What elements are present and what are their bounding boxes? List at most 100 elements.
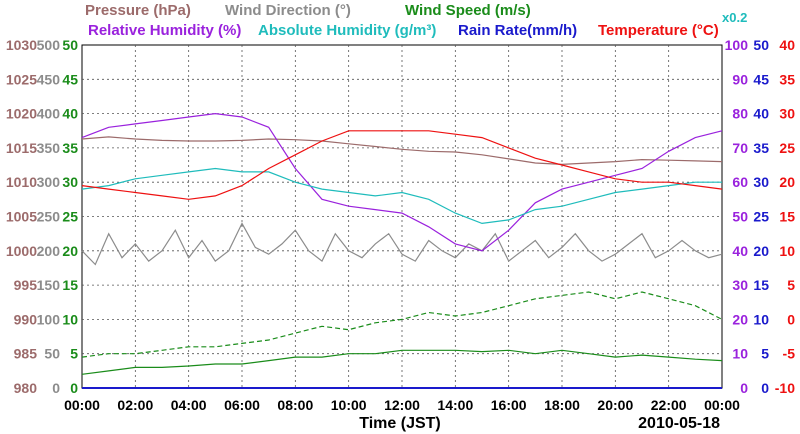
- humidity-tick-label: 80: [732, 106, 748, 122]
- series-pressure-hpa: [81, 136, 723, 166]
- wind-dir-tick-label: 250: [37, 209, 61, 225]
- wind-dir-tick-label: 0: [52, 380, 60, 396]
- x-tick-label: 10:00: [331, 397, 367, 413]
- x-axis-ticks: 00:00 02:00 04:00 06:00 08:00 10:00 12:00 14:00…: [64, 397, 740, 413]
- humidity-tick-label: 70: [732, 140, 748, 156]
- pressure-tick-label: 1005: [6, 209, 37, 225]
- humidity-tick-label: 30: [732, 277, 748, 293]
- legend-row-top: Pressure (hPa) Wind Direction (°) Wind Spe…: [85, 2, 531, 19]
- wind-speed-tick-label: 0: [70, 380, 78, 396]
- temperature-tick-label: 0: [787, 311, 795, 327]
- wind-dir-tick-label: 200: [37, 243, 61, 259]
- wind-speed-tick-label: 45: [62, 71, 78, 87]
- pressure-tick-label: 995: [14, 277, 38, 293]
- wind-dir-tick-label: 50: [44, 346, 60, 362]
- x-tick-label: 18:00: [544, 397, 580, 413]
- pressure-tick-label: 1025: [6, 71, 37, 87]
- series-wind-speed-m-s-max: [81, 291, 723, 358]
- x-tick-label: 04:00: [171, 397, 207, 413]
- wind-dir-tick-label: 500: [37, 37, 61, 53]
- rain-tick-label: 45: [753, 71, 769, 87]
- temperature-tick-label: 10: [779, 243, 795, 259]
- x-tick-label: 08:00: [277, 397, 313, 413]
- temperature-tick-label: 20: [779, 174, 795, 190]
- wind-dir-tick-label: 350: [37, 140, 61, 156]
- wind-speed-tick-label: 35: [62, 140, 78, 156]
- wind-speed-tick-label: 5: [70, 346, 78, 362]
- wind-speed-tick-label: 25: [62, 209, 78, 225]
- x-tick-label: 00:00: [704, 397, 740, 413]
- series-temperature-c: [81, 130, 723, 200]
- humidity-tick-label: 50: [732, 209, 748, 225]
- wind-speed-tick-label: 30: [62, 174, 78, 190]
- x-tick-label: 12:00: [384, 397, 420, 413]
- temperature-tick-label: -5: [783, 346, 796, 362]
- x-tick-label: 00:00: [64, 397, 100, 413]
- legend-relative-humidity: Relative Humidity (%): [88, 22, 241, 39]
- wind-dir-tick-label: 150: [37, 277, 61, 293]
- rain-tick-label: 15: [753, 277, 769, 293]
- legend-absolute-humidity-g-m: Absolute Humidity (g/m³): [258, 22, 436, 39]
- legend-wind-speed-m-s: Wind Speed (m/s): [405, 2, 531, 19]
- rain-tick-label: 25: [753, 209, 769, 225]
- temperature-tick-label: 25: [779, 140, 795, 156]
- pressure-tick-label: 1010: [6, 174, 37, 190]
- legend-row-bottom: Relative Humidity (%) Absolute Humidity (…: [88, 22, 719, 39]
- temperature-tick-label: 40: [779, 37, 795, 53]
- rain-tick-label: 0: [761, 380, 769, 396]
- legend-rain-rate-mm-h: Rain Rate(mm/h): [458, 22, 577, 39]
- rain-tick-label: 20: [753, 243, 769, 259]
- legend-temperature-c: Temperature (°C): [598, 22, 719, 39]
- wind-dir-tick-label: 450: [37, 71, 61, 87]
- temperature-tick-label: 35: [779, 71, 795, 87]
- humidity-tick-label: 40: [732, 243, 748, 259]
- humidity-tick-label: 90: [732, 71, 748, 87]
- wind-speed-tick-label: 15: [62, 277, 78, 293]
- wind-speed-tick-label: 20: [62, 243, 78, 259]
- rain-tick-label: 10: [753, 311, 769, 327]
- humidity-tick-label: 60: [732, 174, 748, 190]
- series-layer: [81, 112, 723, 389]
- abs-humidity-scale-note: x0.2: [722, 10, 747, 25]
- grid-lines: [82, 45, 722, 388]
- series-wind-speed-m-s-avg: [81, 349, 723, 375]
- pressure-tick-label: 980: [14, 380, 38, 396]
- series-relative-humidity: [81, 112, 723, 252]
- pressure-tick-label: 990: [14, 311, 38, 327]
- humidity-tick-label: 100: [725, 37, 749, 53]
- x-axis-label: Time (JST): [359, 415, 441, 432]
- pressure-tick-label: 1030: [6, 37, 37, 53]
- rain-tick-label: 40: [753, 106, 769, 122]
- wind-dir-tick-label: 100: [37, 311, 61, 327]
- x-tick-label: 16:00: [491, 397, 527, 413]
- wind-dir-tick-label: 300: [37, 174, 61, 190]
- temperature-tick-label: 30: [779, 106, 795, 122]
- humidity-tick-label: 10: [732, 346, 748, 362]
- pressure-tick-label: 985: [14, 346, 38, 362]
- date-label: 2010-05-18: [638, 415, 720, 432]
- humidity-tick-label: 20: [732, 311, 748, 327]
- wind-dir-tick-label: 400: [37, 106, 61, 122]
- left-axes: 1030102510201015101010051000995990985980…: [6, 37, 78, 396]
- rain-tick-label: 5: [761, 346, 769, 362]
- wind-speed-tick-label: 40: [62, 106, 78, 122]
- series-absolute-humidity-g-m: [81, 167, 722, 225]
- temperature-tick-label: 5: [787, 277, 795, 293]
- rain-tick-label: 35: [753, 140, 769, 156]
- rain-tick-label: 30: [753, 174, 769, 190]
- wind-speed-tick-label: 10: [62, 311, 78, 327]
- series-wind-direction: [81, 222, 723, 266]
- right-axes: 1009080706050403020100504540353025201510…: [725, 37, 796, 396]
- legend-pressure-hpa: Pressure (hPa): [85, 2, 191, 19]
- pressure-tick-label: 1020: [6, 106, 37, 122]
- x-tick-label: 06:00: [224, 397, 260, 413]
- x-tick-label: 14:00: [437, 397, 473, 413]
- temperature-tick-label: 15: [779, 209, 795, 225]
- x-tick-label: 20:00: [597, 397, 633, 413]
- humidity-tick-label: 0: [740, 380, 748, 396]
- pressure-tick-label: 1000: [6, 243, 37, 259]
- x-tick-label: 02:00: [117, 397, 153, 413]
- pressure-tick-label: 1015: [6, 140, 37, 156]
- x-tick-label: 22:00: [651, 397, 687, 413]
- wind-speed-tick-label: 50: [62, 37, 78, 53]
